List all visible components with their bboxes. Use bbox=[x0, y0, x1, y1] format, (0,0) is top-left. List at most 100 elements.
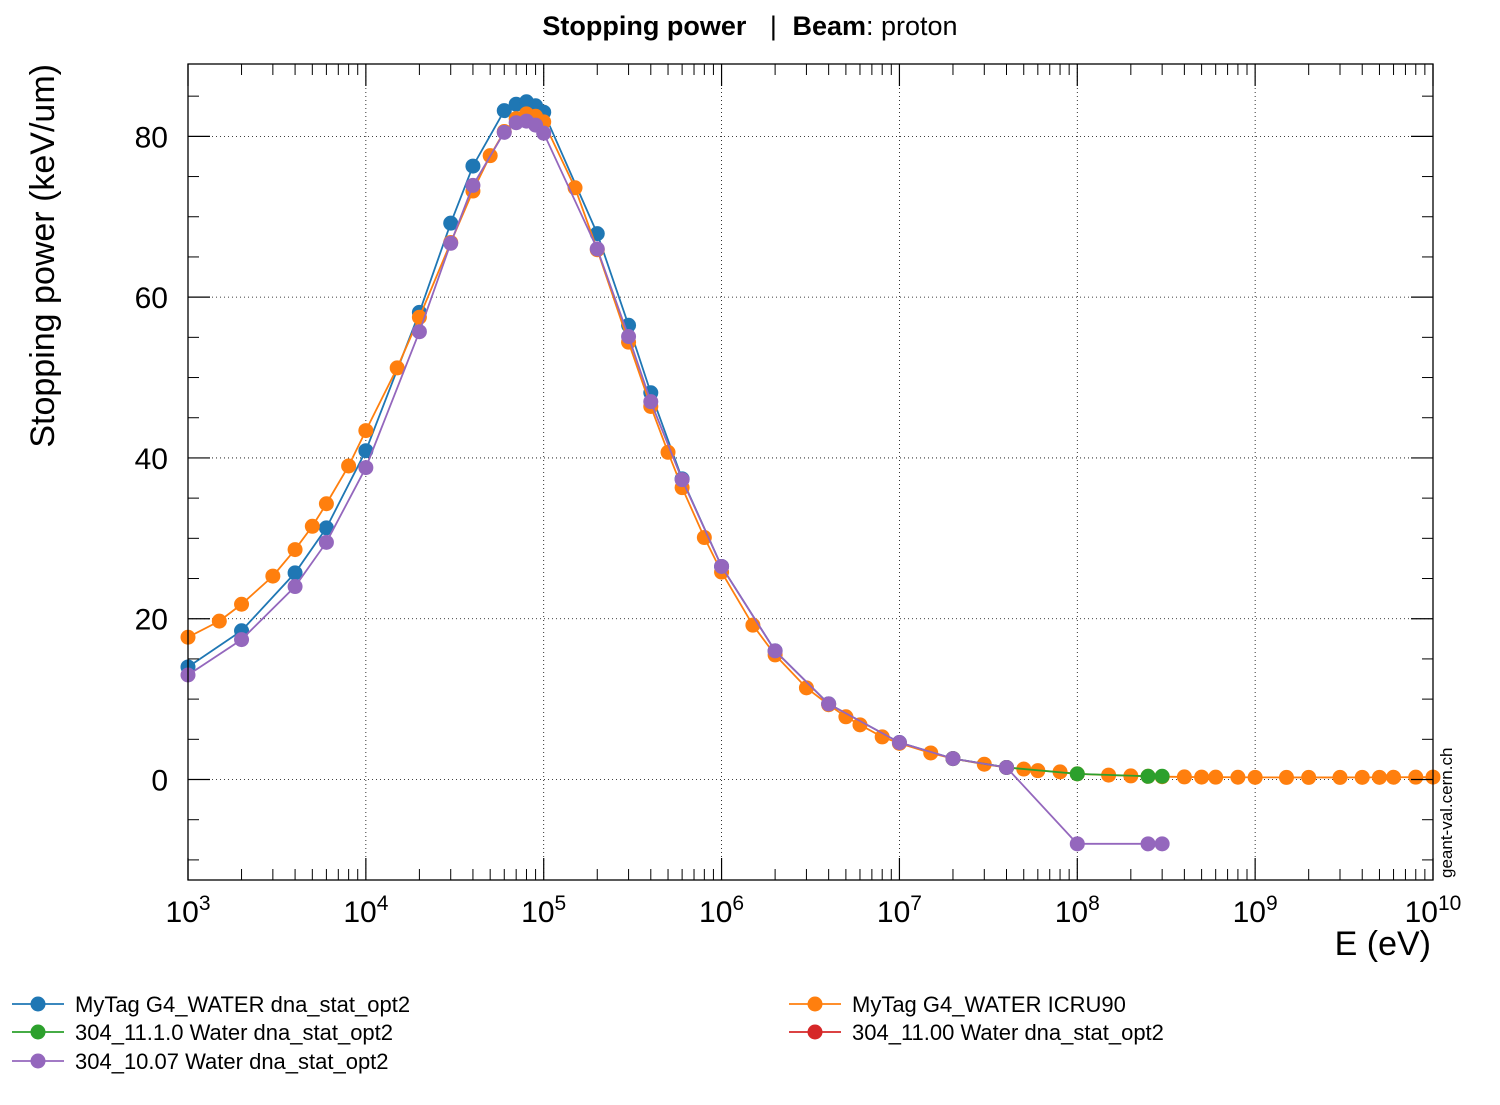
data-point bbox=[1386, 769, 1402, 785]
chart-title: Stopping power | Beam: proton bbox=[542, 11, 957, 41]
plot-frame bbox=[187, 63, 1434, 881]
y-tick-label: 0 bbox=[151, 765, 168, 798]
x-tick-exponent: 7 bbox=[910, 892, 922, 915]
x-tick-base: 10 bbox=[699, 896, 732, 929]
data-point bbox=[389, 360, 405, 376]
x-tick-exponent: 8 bbox=[1088, 892, 1100, 915]
data-point bbox=[1332, 769, 1348, 785]
x-tick-base: 10 bbox=[165, 896, 198, 929]
data-point bbox=[643, 394, 659, 410]
data-point bbox=[1301, 769, 1317, 785]
data-point bbox=[1069, 836, 1085, 852]
x-tick-label: 103 bbox=[165, 892, 210, 929]
x-tick-exponent: 9 bbox=[1266, 892, 1278, 915]
data-point bbox=[211, 613, 227, 629]
legend-label: MyTag G4_WATER ICRU90 bbox=[852, 992, 1126, 1017]
data-point bbox=[821, 696, 837, 712]
data-point bbox=[304, 518, 320, 534]
legend-label: 304_11.1.0 Water dna_stat_opt2 bbox=[75, 1020, 393, 1045]
legend-label: 304_11.00 Water dna_stat_opt2 bbox=[852, 1020, 1164, 1045]
data-point bbox=[1140, 768, 1156, 784]
data-point bbox=[1371, 769, 1387, 785]
y-tick-label: 40 bbox=[135, 443, 168, 476]
legend-marker bbox=[30, 996, 46, 1012]
data-point bbox=[999, 759, 1015, 775]
data-point bbox=[287, 579, 303, 595]
x-tick-base: 10 bbox=[877, 896, 910, 929]
data-point bbox=[443, 215, 459, 231]
data-point bbox=[358, 423, 374, 439]
grid bbox=[188, 64, 1433, 880]
x-tick-exponent: 3 bbox=[199, 892, 211, 915]
x-tick-exponent: 4 bbox=[377, 892, 389, 915]
title-label-2: Beam bbox=[792, 11, 866, 41]
data-point bbox=[411, 324, 427, 340]
y-tick-label: 60 bbox=[135, 282, 168, 315]
data-point bbox=[1069, 766, 1085, 782]
data-point bbox=[443, 235, 459, 251]
data-point bbox=[1194, 769, 1210, 785]
data-point bbox=[589, 241, 605, 257]
legend: MyTag G4_WATER dna_stat_opt2 304_11.1.0 W… bbox=[12, 992, 1164, 1074]
data-point bbox=[923, 745, 939, 761]
data-point bbox=[1354, 769, 1370, 785]
data-point bbox=[1154, 836, 1170, 852]
data-point bbox=[1230, 769, 1246, 785]
data-point bbox=[536, 125, 552, 141]
series-line bbox=[187, 100, 1007, 769]
data-point bbox=[287, 565, 303, 581]
title-label-1: Stopping power bbox=[542, 11, 746, 41]
legend-marker bbox=[30, 1024, 46, 1040]
data-point bbox=[496, 103, 512, 119]
data-point bbox=[358, 460, 374, 476]
x-tick-exponent: 5 bbox=[555, 892, 567, 915]
data-point bbox=[1208, 769, 1224, 785]
y-axis-label: Stopping power (keV/um) bbox=[24, 64, 62, 448]
title-separator: | bbox=[770, 11, 777, 41]
legend-label: 304_10.07 Water dna_stat_opt2 bbox=[75, 1049, 389, 1074]
data-point bbox=[674, 472, 690, 488]
data-point bbox=[1408, 769, 1424, 785]
data-point bbox=[1176, 769, 1192, 785]
data-point bbox=[1278, 769, 1294, 785]
x-tick-exponent: 10 bbox=[1438, 892, 1461, 915]
y-tick-label: 80 bbox=[135, 121, 168, 154]
watermark: geant-val.cern.ch bbox=[1437, 748, 1456, 878]
data-point bbox=[265, 568, 281, 584]
x-tick-label: 1010 bbox=[1405, 892, 1462, 929]
data-point bbox=[874, 729, 890, 745]
data-point bbox=[798, 680, 814, 696]
data-point bbox=[287, 542, 303, 558]
x-tick-base: 10 bbox=[1405, 896, 1438, 929]
data-point bbox=[465, 177, 481, 193]
x-tick-label: 105 bbox=[521, 892, 566, 929]
data-point bbox=[838, 709, 854, 725]
data-point bbox=[1154, 768, 1170, 784]
x-tick-label: 106 bbox=[699, 892, 744, 929]
data-point bbox=[945, 751, 961, 767]
x-axis-label: E (eV) bbox=[1335, 925, 1431, 963]
data-point bbox=[496, 124, 512, 140]
legend-marker bbox=[30, 1053, 46, 1069]
x-tick-exponent: 6 bbox=[732, 892, 744, 915]
legend-marker bbox=[807, 996, 823, 1012]
legend-marker bbox=[807, 1024, 823, 1040]
y-tick-label: 20 bbox=[135, 604, 168, 637]
x-tick-base: 10 bbox=[1233, 896, 1266, 929]
title-value-2: : proton bbox=[866, 11, 958, 41]
x-tick-base: 10 bbox=[521, 896, 554, 929]
data-point bbox=[318, 520, 334, 536]
x-tick-label: 109 bbox=[1233, 892, 1278, 929]
data-point bbox=[767, 643, 783, 659]
data-point bbox=[852, 717, 868, 733]
series-line bbox=[187, 120, 1163, 845]
data-point bbox=[1247, 769, 1263, 785]
x-tick-label: 107 bbox=[877, 892, 922, 929]
series-layer bbox=[180, 94, 1441, 852]
x-tick-base: 10 bbox=[343, 896, 376, 929]
data-point bbox=[891, 735, 907, 751]
data-point bbox=[465, 158, 481, 174]
